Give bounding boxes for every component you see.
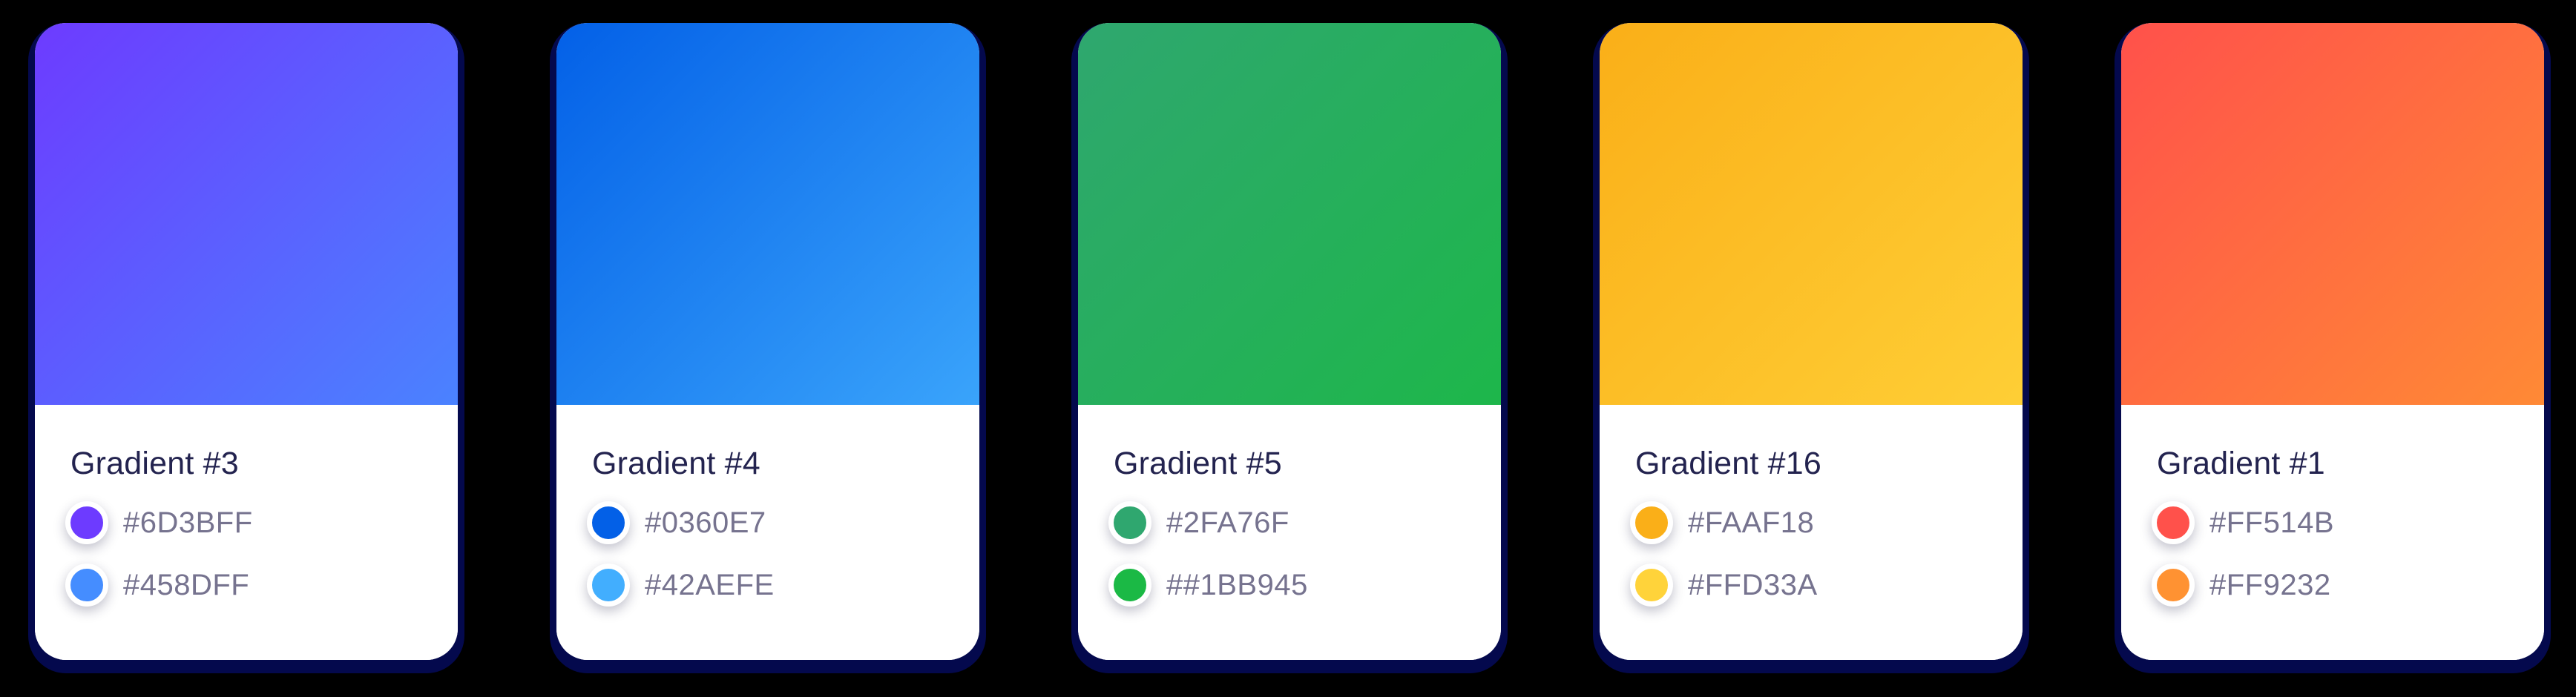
color-swatch [1108, 501, 1151, 544]
color-hex-label: #FAAF18 [1688, 506, 1815, 539]
card-title: Gradient #1 [2157, 446, 2325, 481]
gradient-preview [556, 23, 979, 405]
color-swatch [1108, 564, 1151, 607]
card-title: Gradient #5 [1114, 446, 1282, 481]
color-swatch [2152, 564, 2195, 607]
card-body: Gradient #5 #2FA76F ##1BB945 [1078, 405, 1501, 660]
color-swatch [65, 501, 108, 544]
swatch-row[interactable]: #42AEFE [587, 564, 944, 607]
card-body: Gradient #16 #FAAF18 #FFD33A [1600, 405, 2023, 660]
color-hex-label: #2FA76F [1166, 506, 1289, 539]
gradient-card[interactable]: Gradient #4 #0360E7 #42AEFE [556, 23, 979, 660]
card-title: Gradient #16 [1635, 446, 1822, 481]
card-body: Gradient #3 #6D3BFF #458DFF [35, 405, 458, 660]
swatch-row[interactable]: #0360E7 [587, 501, 944, 544]
gradient-preview [1600, 23, 2023, 405]
color-hex-label: #458DFF [123, 568, 250, 601]
color-swatch [1630, 564, 1673, 607]
color-hex-label: #FF514B [2209, 506, 2335, 539]
card-body: Gradient #1 #FF514B #FF9232 [2121, 405, 2544, 660]
color-swatch [65, 564, 108, 607]
swatch-row[interactable]: #458DFF [65, 564, 422, 607]
gradient-card[interactable]: Gradient #16 #FAAF18 #FFD33A [1600, 23, 2023, 660]
swatch-row[interactable]: #FAAF18 [1630, 501, 1987, 544]
gradient-preview [35, 23, 458, 405]
color-hex-label: #42AEFE [645, 568, 775, 601]
gradient-preview [2121, 23, 2544, 405]
card-title: Gradient #4 [592, 446, 760, 481]
swatch-row[interactable]: #6D3BFF [65, 501, 422, 544]
color-hex-label: ##1BB945 [1166, 568, 1308, 601]
card-title: Gradient #3 [70, 446, 239, 481]
gradient-card[interactable]: Gradient #3 #6D3BFF #458DFF [35, 23, 458, 660]
swatch-row[interactable]: #FF514B [2152, 501, 2508, 544]
color-swatch [1630, 501, 1673, 544]
color-swatch [2152, 501, 2195, 544]
color-hex-label: #6D3BFF [123, 506, 253, 539]
gradient-card[interactable]: Gradient #5 #2FA76F ##1BB945 [1078, 23, 1501, 660]
color-hex-label: #FFD33A [1688, 568, 1818, 601]
swatch-row[interactable]: #FFD33A [1630, 564, 1987, 607]
gradient-preview [1078, 23, 1501, 405]
card-body: Gradient #4 #0360E7 #42AEFE [556, 405, 979, 660]
color-swatch [587, 564, 630, 607]
color-hex-label: #0360E7 [645, 506, 766, 539]
gradient-card[interactable]: Gradient #1 #FF514B #FF9232 [2121, 23, 2544, 660]
color-hex-label: #FF9232 [2209, 568, 2331, 601]
swatch-row[interactable]: #FF9232 [2152, 564, 2508, 607]
color-swatch [587, 501, 630, 544]
swatch-row[interactable]: ##1BB945 [1108, 564, 1465, 607]
swatch-row[interactable]: #2FA76F [1108, 501, 1465, 544]
